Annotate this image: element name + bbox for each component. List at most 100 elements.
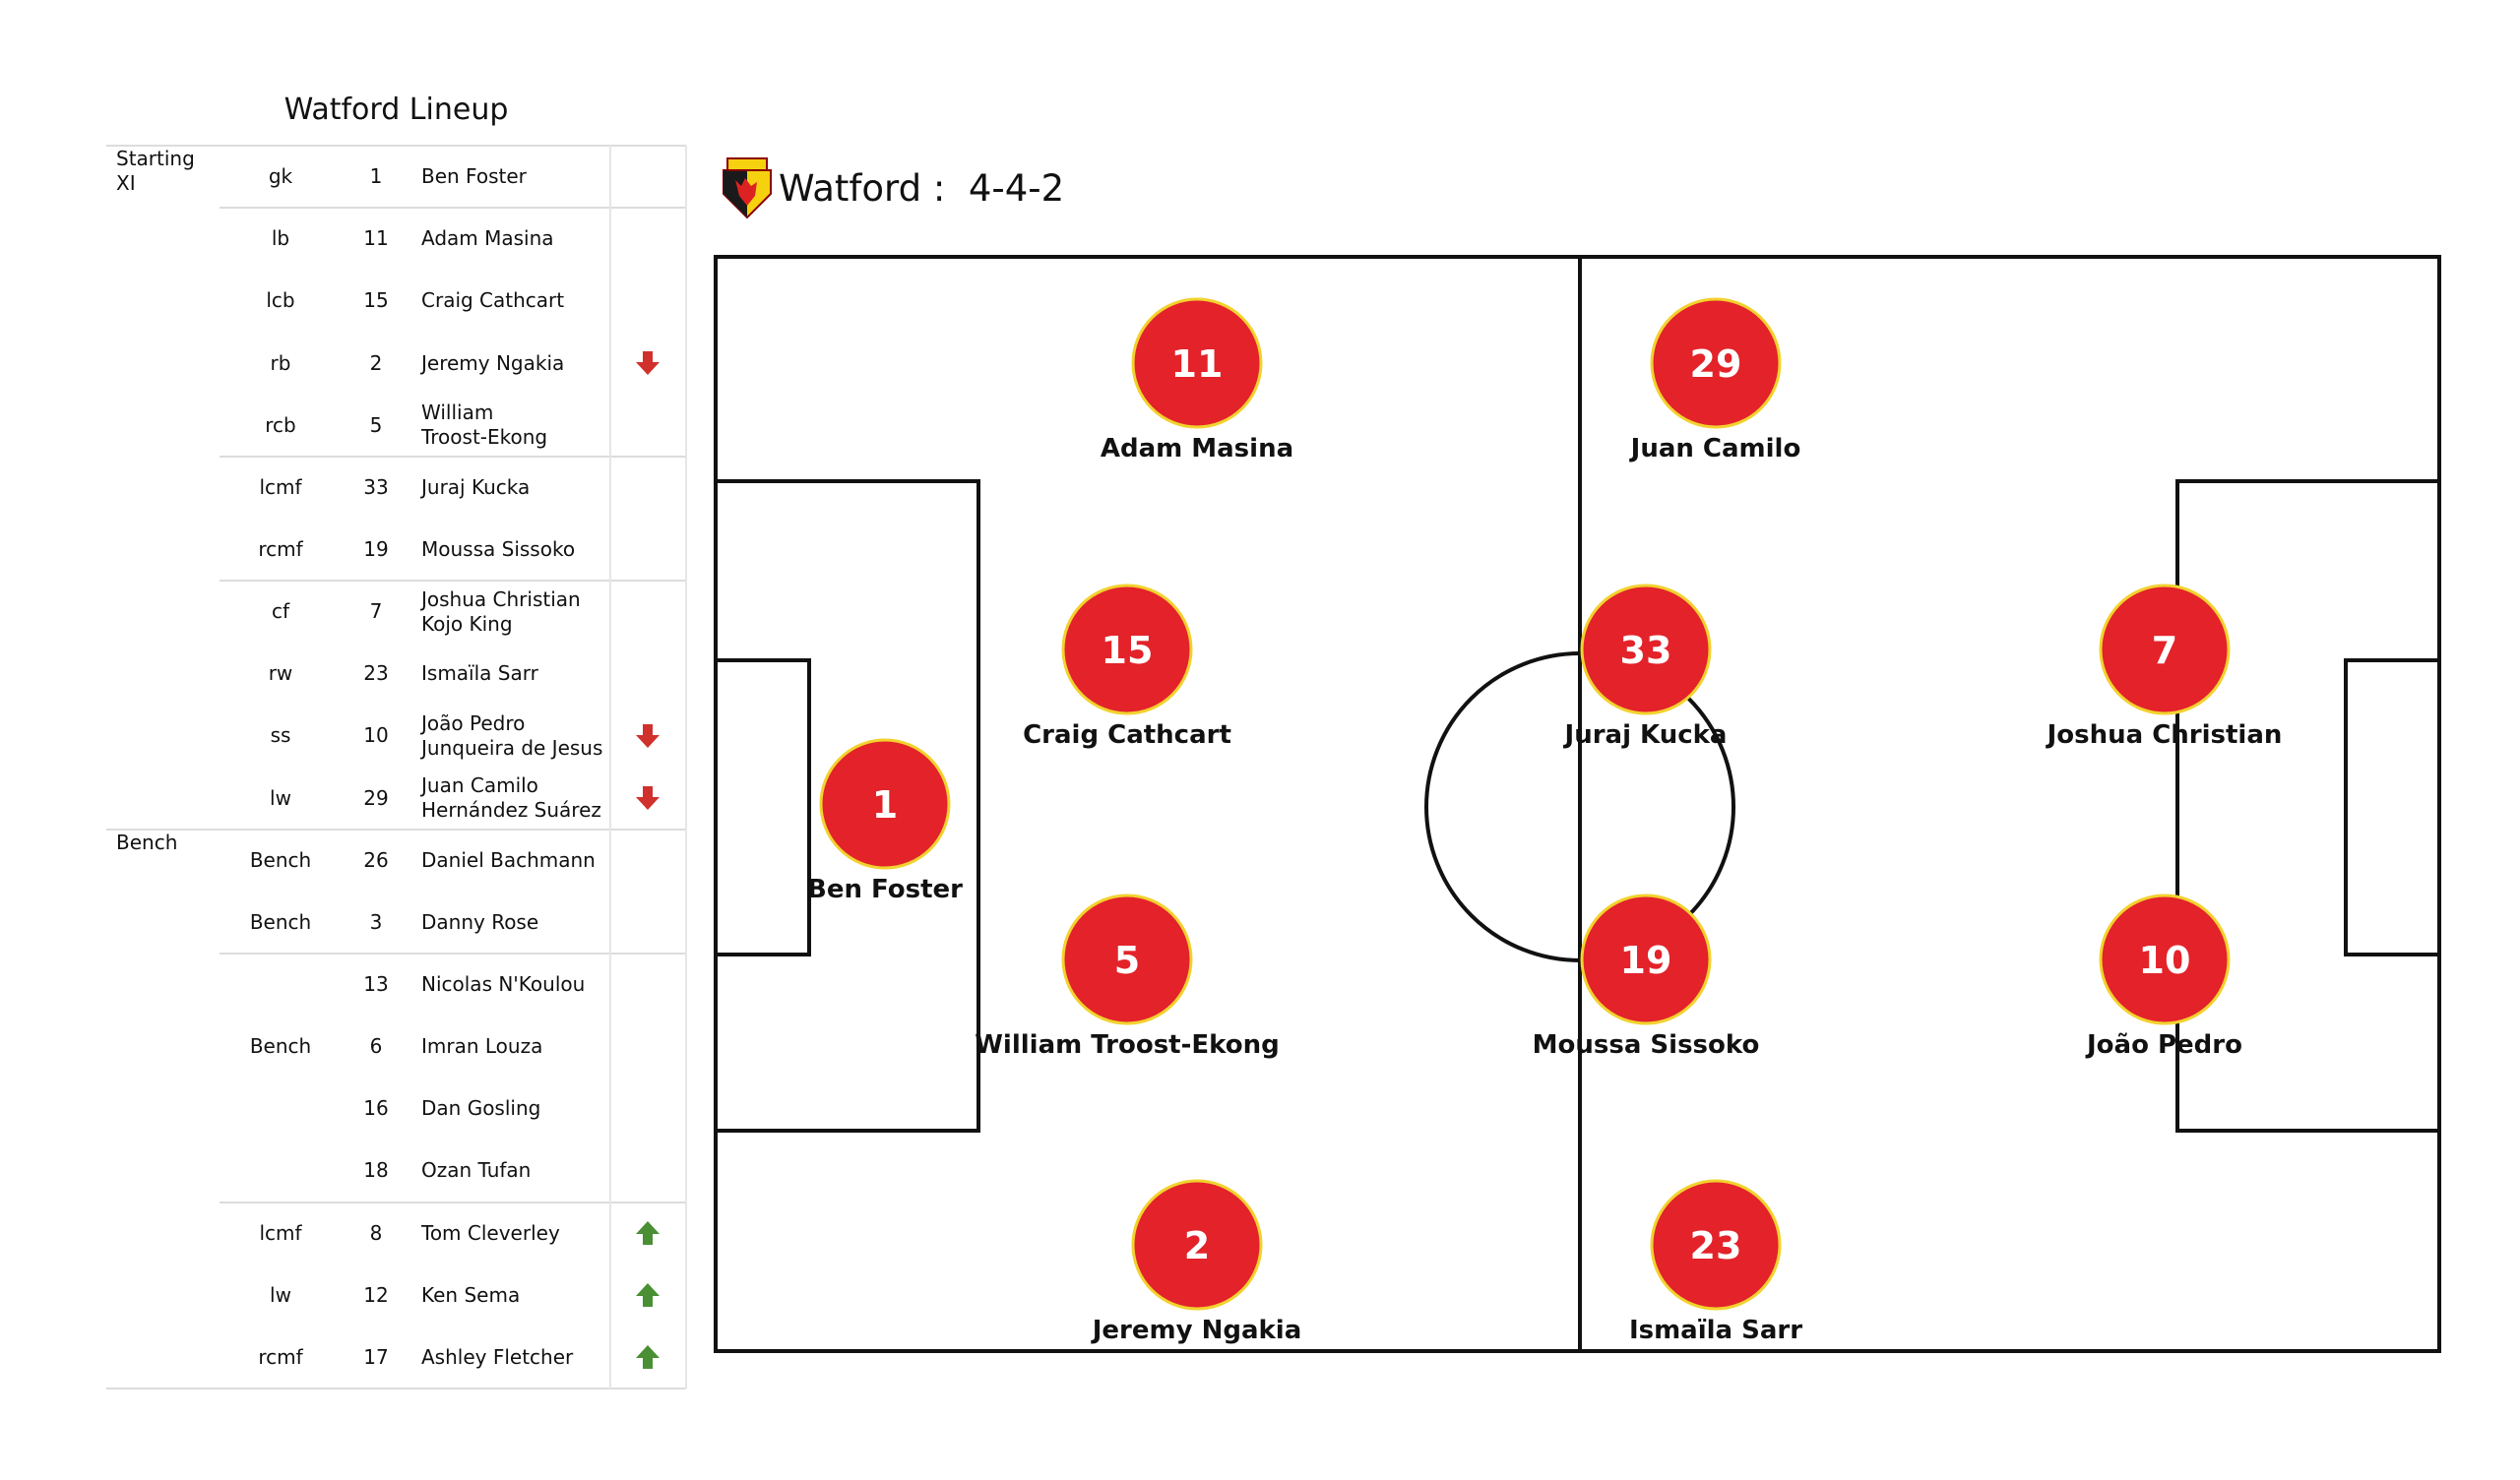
player-number: 23 [1690, 1224, 1742, 1267]
row-player-name: Jeremy Ngakia [421, 350, 565, 375]
row-number: 19 [363, 536, 389, 561]
column-divider [609, 146, 611, 1388]
player-name-label: Ben Foster [807, 875, 963, 904]
row-player-name: William Troost-Ekong [421, 401, 548, 450]
row-number: 33 [363, 474, 389, 499]
row-player-name: João Pedro Junqueira de Jesus [421, 710, 603, 760]
player-number: 19 [1620, 939, 1672, 982]
row-position: lb [271, 226, 290, 251]
player-marker-gk: 1 Ben Foster [807, 738, 963, 904]
player-number: 1 [872, 783, 898, 827]
row-number: 8 [369, 1220, 383, 1245]
row-position: rcb [265, 412, 296, 437]
sub-off-arrow-icon [636, 786, 660, 811]
row-position: lw [270, 1282, 291, 1307]
player-marker-cf: 7 Joshua Christian [2046, 584, 2283, 750]
separator: : [921, 166, 969, 210]
player-name-label: Joshua Christian [2046, 720, 2283, 750]
player-circle [1131, 1179, 1263, 1311]
lineup-title: Watford Lineup [284, 92, 509, 127]
row-number: 12 [363, 1282, 389, 1307]
player-name-label: Juan Camilo [1629, 434, 1801, 463]
right-six-yard-box [2344, 658, 2441, 956]
row-player-name: Danny Rose [421, 909, 539, 934]
centre-circle [1424, 651, 1735, 962]
player-circle [1061, 584, 1193, 715]
group-divider [220, 952, 686, 955]
player-circle [1580, 894, 1712, 1025]
group-divider [220, 1201, 686, 1203]
row-position: rcmf [258, 1344, 303, 1369]
player-number: 7 [2152, 629, 2177, 672]
row-player-name: Craig Cathcart [421, 288, 565, 313]
player-name-label: João Pedro [2085, 1030, 2242, 1060]
sub-off-arrow-icon [636, 351, 660, 376]
player-circle [819, 738, 951, 870]
row-position: Bench [249, 847, 312, 872]
group-divider [220, 455, 686, 458]
formation-header: Watford : 4-4-2 [722, 155, 1064, 220]
row-player-name: Ashley Fletcher [421, 1344, 574, 1369]
row-number: 15 [363, 288, 389, 313]
row-position: rw [268, 661, 293, 686]
row-player-name: Joshua Christian Kojo King [421, 586, 581, 636]
player-number: 2 [1184, 1224, 1210, 1267]
player-marker-lcb: 15 Craig Cathcart [1023, 584, 1231, 750]
player-marker-rb: 2 Jeremy Ngakia [1091, 1179, 1301, 1345]
row-position: cf [271, 599, 290, 624]
row-number: 7 [369, 599, 383, 624]
row-number: 3 [369, 909, 383, 934]
row-position: rb [270, 350, 291, 375]
row-player-name: Moussa Sissoko [421, 536, 576, 561]
row-position: rcmf [258, 536, 303, 561]
row-position: Bench [249, 909, 312, 934]
row-number: 29 [363, 785, 389, 810]
watford-logo-icon [723, 157, 772, 219]
row-player-name: Juraj Kucka [421, 474, 531, 499]
row-player-name: Imran Louza [421, 1034, 543, 1059]
row-group-label: Starting XI [116, 147, 195, 196]
player-name-label: Moussa Sissoko [1533, 1030, 1760, 1060]
sub-on-arrow-icon [636, 1345, 660, 1370]
row-number: 6 [369, 1034, 383, 1059]
row-player-name: Ozan Tufan [421, 1158, 532, 1183]
row-position: ss [270, 723, 291, 748]
player-circle [2099, 894, 2231, 1025]
row-number: 11 [363, 226, 389, 251]
player-number: 29 [1690, 342, 1742, 386]
player-number: 5 [1114, 939, 1140, 982]
row-number: 17 [363, 1344, 389, 1369]
player-name-label: Juraj Kucka [1563, 720, 1728, 750]
player-name-label: Ismaïla Sarr [1629, 1316, 1802, 1345]
group-divider [106, 145, 686, 147]
player-marker-ss: 10 João Pedro [2085, 894, 2242, 1060]
player-name-label: Adam Masina [1101, 434, 1293, 463]
row-position: lcmf [259, 474, 302, 499]
group-divider [106, 1388, 686, 1389]
formation-title: Watford : 4-4-2 [779, 167, 1064, 210]
player-name-label: William Troost-Ekong [975, 1030, 1279, 1060]
row-group-label: Bench [116, 830, 178, 854]
formation-shape: 4-4-2 [968, 166, 1065, 210]
player-circle [1580, 584, 1712, 715]
player-circle [1061, 894, 1193, 1025]
sub-on-arrow-icon [636, 1221, 660, 1246]
player-number: 11 [1171, 342, 1224, 386]
row-number: 23 [363, 661, 389, 686]
player-marker-lw: 29 Juan Camilo [1629, 297, 1801, 463]
row-player-name: Nicolas N'Koulou [421, 972, 586, 997]
player-marker-lcmf: 33 Juraj Kucka [1563, 584, 1728, 750]
row-player-name: Dan Gosling [421, 1096, 541, 1121]
row-position: lcb [266, 288, 295, 313]
column-divider [685, 146, 687, 1388]
row-number: 2 [369, 350, 383, 375]
pitch-outline [714, 255, 2441, 1353]
player-circle [1650, 297, 1782, 429]
player-marker-rw: 23 Ismaïla Sarr [1629, 1179, 1802, 1345]
row-player-name: Adam Masina [421, 226, 554, 251]
row-number: 1 [369, 164, 383, 189]
row-number: 26 [363, 847, 389, 872]
player-marker-rcmf: 19 Moussa Sissoko [1533, 894, 1760, 1060]
player-circle [1650, 1179, 1782, 1311]
